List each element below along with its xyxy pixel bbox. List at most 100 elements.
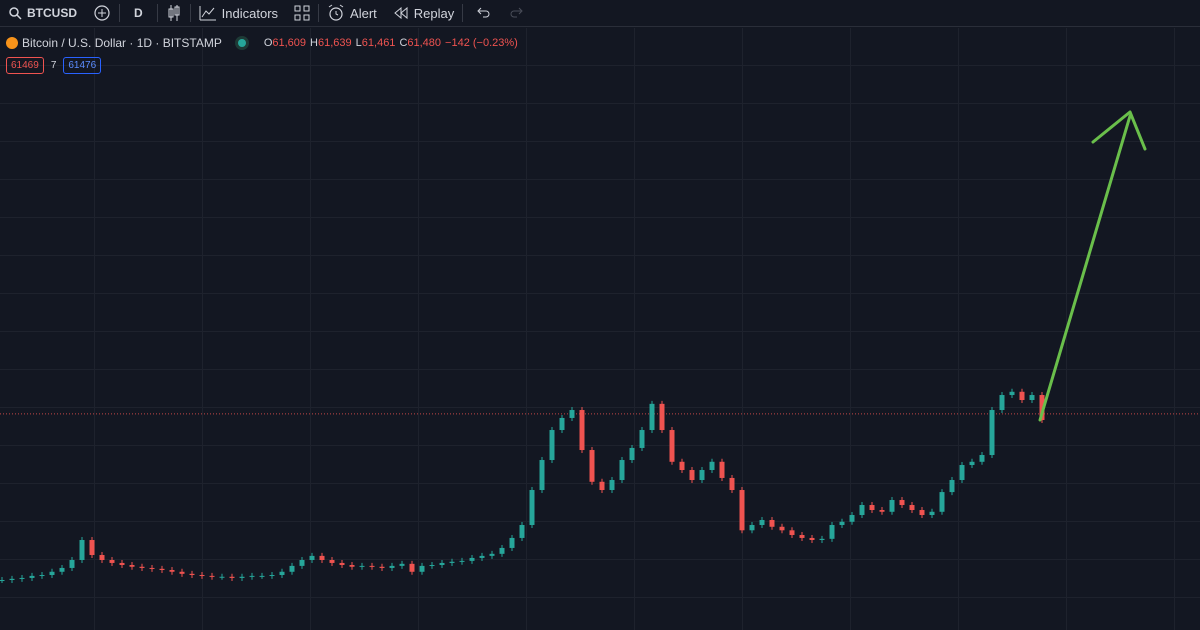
low-label: L — [355, 37, 362, 49]
candle-body — [909, 505, 915, 511]
candle-body — [359, 565, 365, 567]
candle-body — [269, 575, 275, 577]
candle-body — [59, 567, 65, 572]
indicators-button[interactable]: Indicators — [191, 0, 286, 27]
candle-body — [679, 461, 685, 471]
candle-body — [619, 460, 625, 481]
candle-body — [789, 530, 795, 536]
redo-button[interactable] — [503, 0, 531, 27]
replay-label: Replay — [413, 5, 455, 21]
candle-body — [399, 563, 405, 566]
arrow-shaft — [1038, 114, 1132, 422]
separator — [156, 4, 158, 22]
plus-icon — [94, 5, 110, 21]
candle-body — [339, 562, 345, 566]
separator — [119, 4, 120, 22]
candle-body — [239, 576, 245, 578]
replay-button[interactable]: Replay — [385, 0, 462, 27]
alert-label: Alert — [350, 5, 377, 21]
candle-body — [209, 575, 215, 577]
sell-button[interactable]: 61469 — [6, 57, 44, 74]
candle-body — [749, 525, 755, 531]
candle-body — [519, 525, 525, 538]
candle-body — [449, 561, 455, 563]
undo-icon — [477, 7, 490, 18]
candle-body — [689, 470, 695, 481]
separator — [318, 4, 320, 22]
open-value: 61,609 — [272, 37, 307, 49]
close-value: 61,480 — [407, 37, 442, 49]
candle-body — [949, 480, 955, 493]
chart-grid — [0, 28, 1200, 630]
layouts-button[interactable] — [286, 0, 318, 27]
candle-body — [19, 577, 25, 579]
candle-body — [729, 477, 735, 491]
buy-button[interactable]: 61476 — [63, 57, 102, 74]
candle-body — [189, 573, 195, 576]
candle-body — [799, 535, 805, 538]
indicators-icon — [199, 6, 216, 21]
candle-body — [719, 461, 725, 478]
candle-body — [859, 505, 865, 516]
candle-body — [889, 500, 895, 512]
candle-body — [989, 410, 995, 456]
candle-body — [379, 566, 385, 568]
grid-icon — [294, 5, 310, 21]
toolbar: BTCUSD D Indicators Alert Replay — [0, 0, 1200, 27]
candle-body — [699, 470, 705, 481]
low-value: 61,461 — [361, 37, 396, 49]
candle-body — [769, 520, 775, 527]
candle-body — [809, 537, 815, 541]
candle-body — [779, 526, 785, 531]
candle-body — [879, 510, 885, 512]
search-icon — [9, 7, 22, 20]
market-status — [237, 39, 246, 47]
candle-body — [539, 460, 545, 491]
candle-body — [409, 563, 415, 572]
alert-button[interactable]: Alert — [319, 0, 385, 27]
separator — [462, 4, 464, 22]
candle-body — [899, 500, 905, 506]
candle-body — [309, 555, 315, 561]
trade-buttons: 61469 7 61476 — [6, 57, 102, 74]
candle-body — [579, 410, 585, 451]
legend-title: Bitcoin / U.S. Dollar · 1D · BITSTAMP — [22, 36, 222, 50]
separator — [189, 4, 191, 22]
candle-body — [959, 465, 965, 481]
high-label: H — [310, 37, 318, 49]
candle-body — [999, 395, 1005, 411]
candle-body — [509, 537, 515, 548]
symbol-search[interactable]: BTCUSD — [0, 0, 85, 27]
candle-body — [1039, 395, 1045, 421]
candle-body — [199, 575, 205, 577]
candle-body — [659, 403, 665, 431]
candle-body — [419, 565, 425, 572]
chart-type-button[interactable] — [158, 0, 190, 27]
candle-body — [39, 575, 45, 577]
candle-body — [1019, 391, 1025, 401]
candle-body — [919, 510, 925, 516]
candle-body — [69, 560, 75, 568]
candle-body — [329, 560, 335, 563]
interval-button[interactable]: D — [120, 0, 157, 27]
candle-body — [1029, 395, 1035, 401]
candle-body — [129, 565, 135, 567]
candle-body — [249, 575, 255, 577]
candle-body — [79, 540, 85, 561]
candle-body — [839, 521, 845, 526]
candle-body — [259, 575, 265, 577]
candle-body — [869, 505, 875, 511]
close-label: C — [399, 37, 408, 49]
undo-button[interactable] — [463, 0, 503, 27]
candle-body — [99, 555, 105, 561]
spread: 7 — [50, 60, 57, 71]
replay-icon — [394, 6, 408, 20]
candle-body — [1009, 391, 1015, 396]
candle-body — [229, 576, 235, 578]
candles-icon — [168, 5, 180, 21]
compare-button[interactable] — [85, 0, 119, 27]
candle-body — [639, 430, 645, 448]
